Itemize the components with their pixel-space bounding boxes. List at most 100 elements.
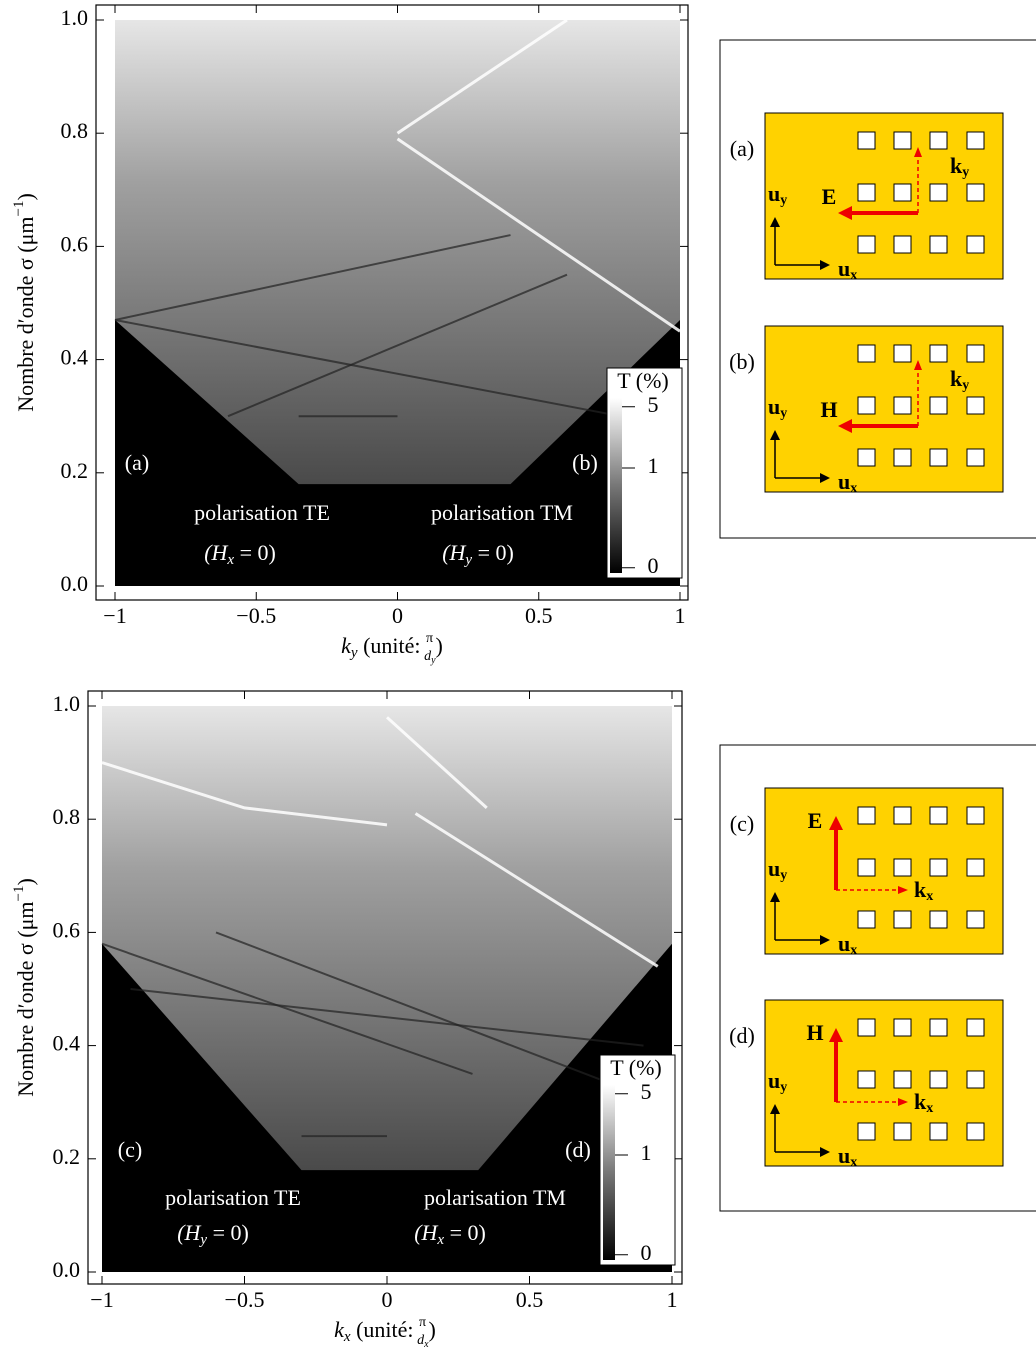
hole: [966, 448, 985, 467]
y-tick-label: 0.2: [61, 458, 89, 483]
unit-vector-label: ux: [838, 256, 857, 283]
hole: [857, 235, 876, 254]
panel-tag: (a): [125, 450, 149, 475]
text-part: x: [226, 552, 234, 568]
colorbar-gradient: [603, 1085, 615, 1260]
field-label: H: [820, 397, 837, 422]
heatmap-region: [102, 706, 672, 1171]
text-part: k: [334, 1317, 345, 1342]
polarisation-label: polarisation TE: [165, 1185, 301, 1210]
hole: [893, 344, 912, 363]
arrow-head: [820, 473, 830, 483]
diagram-tag: (d): [729, 1023, 755, 1048]
condition-label: (Hy = 0): [442, 540, 514, 568]
hole: [893, 183, 912, 202]
arrow-head: [914, 360, 922, 370]
hole: [966, 1122, 985, 1141]
y-tick-label: 0.0: [53, 1257, 81, 1282]
hole: [857, 396, 876, 415]
text-part: y: [463, 552, 472, 568]
hole: [893, 396, 912, 415]
diagram-tag: (a): [730, 136, 754, 161]
arrow-head: [914, 147, 922, 157]
heatmap-dark-band: [114, 234, 511, 321]
hole: [857, 1122, 876, 1141]
unit-vector-label: ux: [838, 1143, 857, 1170]
text-part: x: [850, 481, 857, 496]
colorbar-tick-label: 1: [641, 1140, 652, 1165]
arrow-head: [820, 935, 830, 945]
heatmap-dark-band: [101, 942, 473, 1075]
condition-label: (Hx = 0): [204, 540, 276, 568]
text-part: k: [950, 153, 963, 178]
text-part: y: [780, 193, 787, 208]
text-part: (unité:: [358, 633, 426, 658]
unit-vector-label: ux: [838, 469, 857, 496]
arrow-head: [770, 430, 780, 440]
heatmap-bright-band: [101, 761, 388, 827]
text-part: x: [926, 889, 933, 904]
arrow-head: [770, 217, 780, 227]
text-part: ): [13, 878, 38, 885]
text-part: π: [426, 631, 433, 646]
field-label: E: [808, 808, 823, 833]
hole: [929, 183, 948, 202]
heatmap-dark-band: [215, 931, 616, 1087]
hole: [857, 806, 876, 825]
y-tick-label: 1.0: [53, 691, 81, 716]
wavevector-label: ky: [950, 153, 969, 180]
hole: [857, 344, 876, 363]
wavevector-label: ky: [950, 366, 969, 393]
hole: [929, 1122, 948, 1141]
hole: [929, 806, 948, 825]
y-tick-label: 0.4: [61, 345, 89, 370]
y-tick-label: 0.8: [61, 118, 89, 143]
hole: [893, 1018, 912, 1037]
y-tick-label: 0.6: [53, 917, 81, 942]
x-tick-label: −0.5: [225, 1287, 265, 1312]
hole: [966, 1018, 985, 1037]
text-part: (H: [177, 1220, 201, 1245]
text-part: y: [780, 1080, 787, 1095]
colorbar-tick-label: 0: [648, 553, 659, 578]
arrow-head: [829, 1028, 843, 1042]
arrow-head: [820, 1147, 830, 1157]
x-axis-label: ky (unité: π dy): [341, 631, 443, 666]
text-part: x: [926, 1101, 933, 1116]
colorbar-tick-label: 5: [641, 1079, 652, 1104]
hole: [857, 183, 876, 202]
colorbar-tick-label: 0: [641, 1240, 652, 1265]
text-part: u: [838, 1143, 850, 1168]
hole: [966, 131, 985, 150]
text-part: x: [850, 943, 857, 958]
condition-label: (Hx = 0): [414, 1220, 486, 1248]
wavevector-label: kx: [914, 877, 933, 904]
text-part: k: [914, 877, 927, 902]
unit-vector-label: uy: [768, 856, 787, 883]
text-part: k: [950, 366, 963, 391]
text-part: u: [838, 931, 850, 956]
arrow-head: [838, 206, 852, 220]
text-part: x: [343, 1329, 351, 1345]
text-part: u: [768, 181, 780, 206]
text-part: d: [417, 1333, 425, 1348]
x-tick-label: −0.5: [236, 603, 276, 628]
hole: [966, 858, 985, 877]
y-axis-label: Nombre d′onde σ (μm−1): [11, 878, 38, 1097]
hole: [966, 1070, 985, 1089]
unit-vector-label: uy: [768, 394, 787, 421]
heatmap-dark-band: [114, 318, 681, 429]
plot-frame: [95, 4, 689, 601]
text-part: y: [349, 645, 358, 661]
y-tick-label: 0.4: [53, 1031, 81, 1056]
wavevector-label: kx: [914, 1089, 933, 1116]
text-part: ): [436, 633, 443, 658]
x-tick-label: 1: [675, 603, 686, 628]
y-tick-label: 0.0: [61, 571, 89, 596]
x-tick-label: 0: [382, 1287, 393, 1312]
metal-plate: [764, 787, 1004, 955]
colorbar-title: T (%): [610, 1055, 662, 1080]
hole: [929, 131, 948, 150]
text-part: ): [13, 193, 38, 200]
y-tick-label: 0.2: [53, 1144, 81, 1169]
